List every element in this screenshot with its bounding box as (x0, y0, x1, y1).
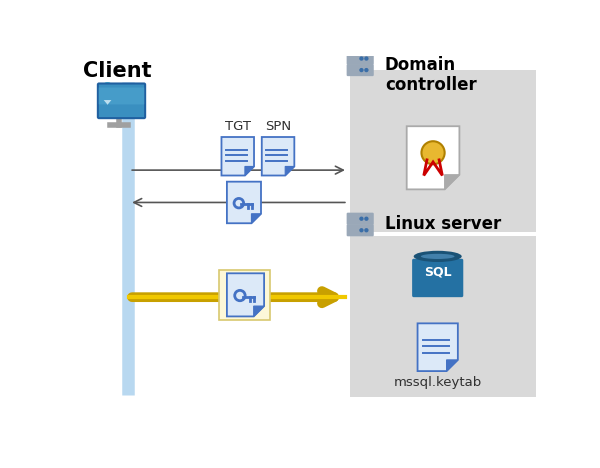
Text: Linux server: Linux server (385, 215, 501, 233)
Text: SQL: SQL (424, 265, 452, 278)
Ellipse shape (421, 254, 455, 259)
Text: mssql.keytab: mssql.keytab (394, 376, 482, 389)
Polygon shape (285, 167, 295, 176)
FancyBboxPatch shape (412, 259, 463, 297)
FancyBboxPatch shape (98, 83, 145, 118)
FancyBboxPatch shape (347, 224, 374, 236)
Polygon shape (254, 306, 264, 316)
Polygon shape (227, 273, 264, 316)
Circle shape (421, 141, 445, 164)
FancyBboxPatch shape (219, 270, 269, 320)
FancyBboxPatch shape (347, 64, 374, 76)
Circle shape (359, 68, 364, 72)
Text: Client: Client (83, 61, 151, 81)
FancyBboxPatch shape (347, 52, 374, 65)
Polygon shape (350, 70, 536, 232)
Polygon shape (262, 137, 295, 176)
Circle shape (364, 217, 368, 221)
Circle shape (359, 228, 364, 233)
Polygon shape (104, 100, 112, 105)
Polygon shape (418, 323, 458, 371)
Circle shape (359, 57, 364, 61)
Circle shape (359, 217, 364, 221)
Ellipse shape (413, 251, 462, 262)
Circle shape (364, 68, 368, 72)
Text: TGT: TGT (225, 120, 251, 133)
Polygon shape (251, 214, 261, 223)
Text: Domain
controller: Domain controller (385, 56, 477, 94)
Polygon shape (446, 360, 458, 371)
FancyBboxPatch shape (347, 212, 374, 225)
Polygon shape (245, 167, 254, 176)
Polygon shape (221, 137, 254, 176)
Polygon shape (445, 175, 460, 190)
Circle shape (99, 82, 116, 99)
Text: SPN: SPN (265, 120, 291, 133)
Circle shape (364, 57, 368, 61)
Polygon shape (98, 98, 117, 109)
Circle shape (364, 228, 368, 233)
Polygon shape (227, 182, 261, 223)
Polygon shape (407, 126, 460, 190)
FancyBboxPatch shape (98, 88, 145, 104)
Polygon shape (350, 235, 536, 397)
